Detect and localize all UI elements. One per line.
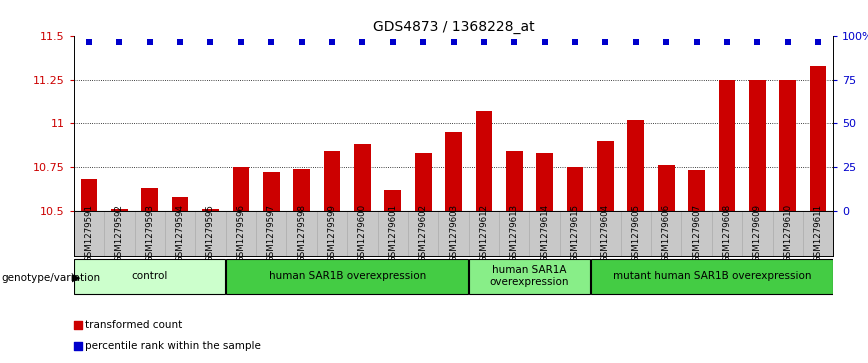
Point xyxy=(417,38,431,44)
Text: GSM1279606: GSM1279606 xyxy=(661,204,671,262)
Point xyxy=(660,38,674,44)
Bar xyxy=(658,165,674,211)
Point xyxy=(811,38,825,44)
Text: control: control xyxy=(132,271,168,281)
Text: GSM1279615: GSM1279615 xyxy=(570,204,580,262)
Bar xyxy=(111,209,128,211)
Bar xyxy=(263,172,279,211)
Text: GSM1279593: GSM1279593 xyxy=(145,204,155,262)
Text: GSM1279597: GSM1279597 xyxy=(266,204,276,262)
Bar xyxy=(415,153,431,211)
Bar xyxy=(506,151,523,211)
Point xyxy=(720,38,734,44)
Text: GSM1279595: GSM1279595 xyxy=(206,204,215,262)
Bar xyxy=(567,167,583,211)
Text: GSM1279599: GSM1279599 xyxy=(327,204,337,262)
Point xyxy=(174,38,187,44)
Bar xyxy=(628,120,644,211)
Text: GSM1279613: GSM1279613 xyxy=(510,204,519,262)
Bar xyxy=(293,169,310,211)
Text: human SAR1A
overexpression: human SAR1A overexpression xyxy=(490,265,569,287)
Point xyxy=(750,38,765,44)
Text: GSM1279612: GSM1279612 xyxy=(479,204,489,262)
Text: GSM1279598: GSM1279598 xyxy=(297,204,306,262)
Text: ▶: ▶ xyxy=(72,273,81,283)
Text: GSM1279611: GSM1279611 xyxy=(813,204,823,262)
Text: GSM1279600: GSM1279600 xyxy=(358,204,367,262)
Title: GDS4873 / 1368228_at: GDS4873 / 1368228_at xyxy=(372,20,535,34)
Text: GSM1279610: GSM1279610 xyxy=(783,204,792,262)
Text: GSM1279604: GSM1279604 xyxy=(601,204,610,262)
Text: GSM1279614: GSM1279614 xyxy=(540,204,549,262)
Text: genotype/variation: genotype/variation xyxy=(2,273,101,283)
FancyBboxPatch shape xyxy=(591,258,832,294)
Point xyxy=(82,38,95,44)
FancyBboxPatch shape xyxy=(470,258,589,294)
Bar xyxy=(172,197,188,211)
Point xyxy=(690,38,704,44)
Point xyxy=(507,38,521,44)
Point xyxy=(234,38,248,44)
Point xyxy=(142,38,156,44)
Text: GSM1279601: GSM1279601 xyxy=(388,204,398,262)
Point xyxy=(203,38,217,44)
Point xyxy=(323,50,337,56)
Bar xyxy=(324,151,340,211)
Point xyxy=(385,38,399,44)
Text: GSM1279592: GSM1279592 xyxy=(115,204,124,262)
Bar xyxy=(688,171,705,211)
Bar xyxy=(749,80,766,211)
Text: GSM1279607: GSM1279607 xyxy=(692,204,701,262)
Bar xyxy=(810,66,826,211)
Text: human SAR1B overexpression: human SAR1B overexpression xyxy=(268,271,426,281)
Point xyxy=(294,38,309,44)
Text: GSM1279608: GSM1279608 xyxy=(722,204,732,262)
Bar xyxy=(81,179,97,211)
Bar xyxy=(141,188,158,211)
Point xyxy=(628,38,642,44)
Bar xyxy=(536,153,553,211)
Text: GSM1279591: GSM1279591 xyxy=(84,204,94,262)
Point xyxy=(264,38,278,44)
Text: GSM1279594: GSM1279594 xyxy=(175,204,185,262)
Bar xyxy=(354,144,371,211)
Point xyxy=(781,38,795,44)
Point xyxy=(537,38,552,44)
Text: percentile rank within the sample: percentile rank within the sample xyxy=(84,341,260,351)
Point xyxy=(568,38,582,44)
Point xyxy=(325,38,339,44)
Bar xyxy=(476,111,492,211)
Text: GSM1279603: GSM1279603 xyxy=(449,204,458,262)
Text: GSM1279605: GSM1279605 xyxy=(631,204,641,262)
Bar xyxy=(719,80,735,211)
Point xyxy=(477,38,491,44)
Bar xyxy=(445,132,462,211)
Text: GSM1279602: GSM1279602 xyxy=(418,204,428,262)
Text: GSM1279596: GSM1279596 xyxy=(236,204,246,262)
Point xyxy=(112,38,127,44)
Point xyxy=(356,38,370,44)
Bar xyxy=(385,189,401,211)
Text: mutant human SAR1B overexpression: mutant human SAR1B overexpression xyxy=(613,271,811,281)
FancyBboxPatch shape xyxy=(227,258,468,294)
Bar xyxy=(597,141,614,211)
Bar xyxy=(202,209,219,211)
Point xyxy=(446,38,460,44)
Bar xyxy=(233,167,249,211)
FancyBboxPatch shape xyxy=(75,258,225,294)
Point xyxy=(323,244,337,249)
Text: GSM1279609: GSM1279609 xyxy=(753,204,762,262)
Bar xyxy=(779,80,796,211)
Text: transformed count: transformed count xyxy=(84,320,182,330)
Point xyxy=(599,38,613,44)
